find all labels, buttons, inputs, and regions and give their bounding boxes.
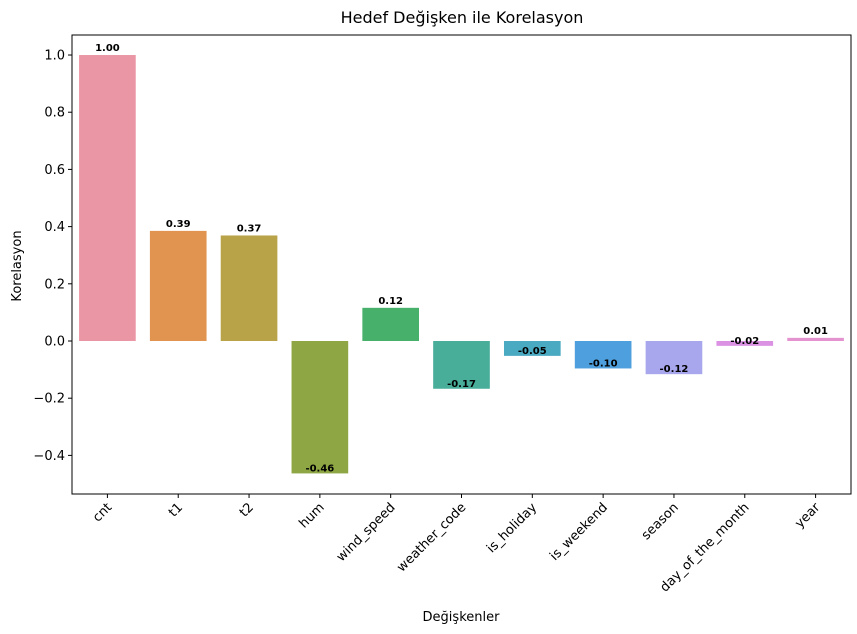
y-axis: −0.4 −0.2 0.0 0.2 0.4 0.6 0.8 1.0	[33, 49, 72, 464]
x-tick-label: t2	[237, 500, 257, 520]
bar-year	[787, 337, 844, 341]
y-axis-title: Korelasyon	[10, 230, 25, 301]
x-tick-label: is_holiday	[484, 500, 540, 556]
bar-wind_speed	[362, 307, 420, 341]
bar-value-label: -0.12	[660, 364, 689, 375]
bar-weather_code	[433, 341, 490, 389]
x-tick-label: weather_code	[394, 500, 469, 575]
plot-frame	[71, 34, 852, 495]
bar-value-label: -0.46	[305, 463, 334, 474]
x-tick-label: t1	[166, 500, 186, 520]
bar-value-label: 1.00	[95, 43, 120, 54]
bar-value-label: -0.05	[518, 346, 547, 357]
bar-season	[645, 341, 703, 375]
x-tick-label: is_weekend	[547, 500, 611, 564]
y-tick-label: 1.0	[44, 49, 65, 64]
chart-title: Hedef Değişken ile Korelasyon	[341, 8, 584, 27]
bar-value-labels: 1.00 0.39 0.37 -0.46 0.12 -0.17 -0.05 -0.10 -0.1…	[95, 43, 828, 474]
x-tick-label: year	[792, 500, 824, 532]
x-tick-label: hum	[296, 500, 327, 531]
bar-cnt	[79, 55, 136, 342]
bar-value-label: -0.02	[730, 336, 759, 347]
y-tick-label: 0.4	[44, 220, 65, 235]
bar-t2	[220, 235, 278, 341]
x-tick-label: cnt	[90, 500, 115, 525]
bar-value-label: -0.10	[589, 358, 618, 369]
bar-hum	[291, 341, 349, 474]
bar-day_of_the_month	[716, 341, 774, 346]
y-tick-label: −0.2	[33, 392, 65, 407]
y-tick-label: 0.8	[44, 106, 65, 121]
x-axis-title: Değişkenler	[423, 610, 501, 625]
x-tick-label: season	[639, 500, 682, 543]
bars-layer	[79, 55, 844, 474]
bar-value-label: 0.12	[378, 296, 403, 307]
y-tick-label: 0.6	[44, 163, 65, 178]
y-tick-label: 0.0	[44, 335, 65, 350]
bar-value-label: -0.17	[447, 379, 476, 390]
bar-is_weekend	[574, 341, 632, 369]
bar-value-label: 0.39	[166, 219, 191, 230]
y-tick-label: −0.4	[33, 449, 65, 464]
bar-t1	[149, 230, 207, 341]
y-tick-label: 0.2	[44, 277, 65, 292]
bar-value-label: 0.37	[237, 223, 262, 234]
bar-value-label: 0.01	[803, 326, 828, 337]
bar-is_holiday	[503, 341, 561, 356]
x-tick-label: wind_speed	[334, 500, 399, 565]
